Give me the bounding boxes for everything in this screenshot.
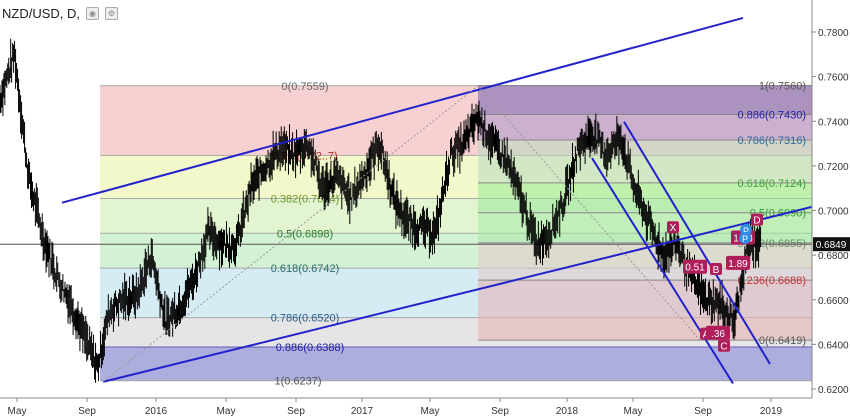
pattern-point-d	[751, 213, 763, 226]
fib-right-zone	[478, 139, 812, 183]
fib-right-label: 0(0.6419)	[759, 335, 806, 347]
pattern-label-b: B	[713, 265, 720, 276]
fib-left-zone	[100, 347, 812, 381]
descending-channel-upper	[623, 121, 771, 365]
x-axis-panel	[0, 398, 850, 420]
projection-label: P	[742, 234, 748, 244]
x-tick-label: Sep	[694, 406, 712, 417]
projection-label: P	[743, 226, 749, 236]
fib-right-zone	[478, 114, 812, 140]
fib-right-zone	[478, 85, 812, 115]
current-price-label: 0.6849	[816, 240, 847, 251]
y-tick-label: 0.7200	[818, 162, 849, 173]
pattern-point-x	[667, 221, 679, 234]
y-tick-label: 0.7400	[818, 117, 849, 128]
fib-left-label: 0(0.7559)	[281, 81, 328, 93]
x-tick-label: May	[624, 406, 643, 417]
fib-left-label: 0.618(0.6742)	[271, 263, 340, 275]
x-tick-label: 2019	[760, 406, 783, 417]
fib-left-label: 0.5(0.6898)	[277, 228, 333, 240]
x-tick-label: 2017	[351, 406, 374, 417]
y-tick-label: 0.7600	[818, 73, 849, 84]
fib-left-label: 0.786(0.6520)	[271, 313, 340, 325]
y-tick-label: 0.6400	[818, 340, 849, 351]
y-tick-label: 0.6200	[818, 385, 849, 396]
eye-icon[interactable]: ◉	[86, 7, 99, 20]
fib-right-label: 0.618(0.7124)	[738, 178, 807, 190]
y-tick-label: 0.6600	[818, 296, 849, 307]
x-tick-label: May	[421, 406, 440, 417]
pattern-label-x: X	[670, 223, 677, 234]
y-tick-label: 0.7000	[818, 207, 849, 218]
pattern-ratio-box	[726, 255, 750, 270]
pattern-ratio-label: 1.89	[728, 259, 748, 270]
pattern-ratio-label: .36	[711, 329, 725, 340]
fib-right-zone	[478, 280, 812, 341]
gear-icon[interactable]: ⚙	[105, 7, 118, 20]
x-tick-label: May	[217, 406, 236, 417]
pattern-label-d: D	[753, 216, 760, 227]
y-axis-panel	[812, 0, 850, 420]
pattern-ratio-box	[706, 325, 730, 340]
pattern-label-c: C	[720, 342, 727, 353]
pattern-ratio-label: 0.51	[685, 263, 705, 274]
x-tick-label: 2016	[145, 406, 168, 417]
x-tick-label: Sep	[491, 406, 509, 417]
fib-right-label: 0.786(0.7316)	[738, 135, 807, 147]
x-tick-label: May	[8, 406, 27, 417]
pattern-point-c	[718, 339, 730, 352]
projection-marker	[739, 231, 751, 244]
x-tick-label: 2018	[556, 406, 579, 417]
fib-left-label: 0.886(0.6388)	[276, 342, 345, 354]
channel-lower-line	[102, 199, 839, 383]
descending-channel-lower	[591, 157, 734, 384]
symbol-title: NZD/USD, D,	[2, 6, 80, 21]
fib-right-label: 1(0.7560)	[759, 81, 806, 93]
pattern-ratio-box	[683, 259, 707, 274]
channel-upper-line	[61, 16, 744, 204]
chart-header: NZD/USD, D, ◉ ⚙	[2, 6, 118, 21]
price-candles	[0, 38, 762, 383]
y-tick-label: 0.7800	[818, 28, 849, 39]
fib-right-label: 0.5(0.6990)	[750, 208, 806, 220]
current-price-badge	[813, 237, 850, 252]
y-tick-label: 0.6800	[818, 251, 849, 262]
x-tick-label: Sep	[78, 406, 96, 417]
pattern-point-b	[710, 262, 722, 275]
fib-connector	[477, 85, 701, 341]
fib-left-label: 1(0.6237)	[274, 376, 321, 388]
x-tick-label: Sep	[287, 406, 305, 417]
fib-right-label: 0.886(0.7430)	[738, 110, 807, 122]
fib-right-label: 0.236(0.6688)	[738, 275, 807, 287]
